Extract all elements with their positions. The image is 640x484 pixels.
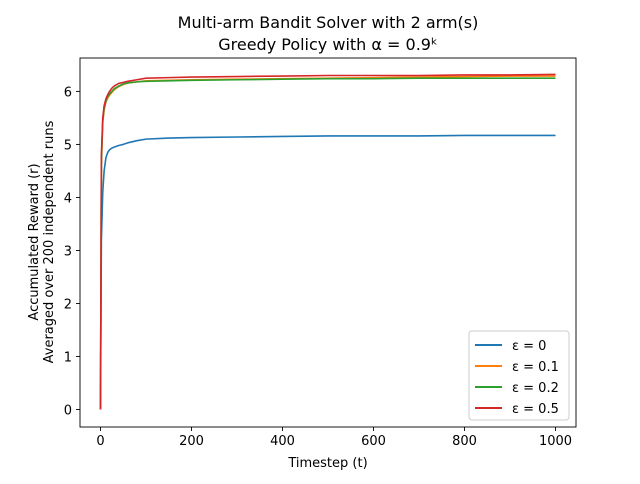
x-axis-label: Timestep (t) bbox=[287, 456, 367, 471]
x-tick-label-5: 1000 bbox=[539, 434, 572, 449]
x-tick-label-2: 400 bbox=[270, 434, 295, 449]
plot-area: 0 200 400 600 800 1000 0 1 2 3 4 5 6 bbox=[64, 57, 577, 449]
chart-title: Multi-arm Bandit Solver with 2 arm(s) bbox=[178, 13, 479, 32]
y-tick-label-3: 3 bbox=[64, 244, 72, 259]
y-tick-label-1: 1 bbox=[64, 350, 72, 365]
y-axis-label: Accumulated Reward (r) bbox=[27, 163, 42, 320]
plot-frame bbox=[79, 57, 577, 428]
legend-box bbox=[468, 330, 570, 421]
legend-label-2: ε = 0.2 bbox=[512, 381, 559, 396]
series-line-3 bbox=[99, 73, 556, 410]
y-tick-label-2: 2 bbox=[64, 297, 72, 312]
y-tick-label-4: 4 bbox=[64, 191, 72, 206]
legend: ε = 0 ε = 0.1 ε = 0.2 ε = 0.5 bbox=[468, 330, 570, 421]
y-tick-label-5: 5 bbox=[64, 138, 72, 153]
x-tick-label-0: 0 bbox=[96, 434, 104, 449]
x-tick-label-1: 200 bbox=[179, 434, 204, 449]
series-line-0 bbox=[99, 134, 556, 410]
legend-label-3: ε = 0.5 bbox=[512, 402, 559, 417]
y-tick-label-0: 0 bbox=[64, 404, 72, 419]
legend-label-1: ε = 0.1 bbox=[512, 360, 559, 375]
x-tick-label-4: 800 bbox=[452, 434, 477, 449]
legend-label-0: ε = 0 bbox=[512, 339, 546, 354]
y-tick-label-6: 6 bbox=[64, 85, 72, 100]
y-axis-label-secondary: Averaged over 200 independent runs bbox=[42, 120, 57, 363]
x-tick-label-3: 600 bbox=[361, 434, 386, 449]
chart-subtitle: Greedy Policy with α = 0.9ᵏ bbox=[218, 35, 438, 54]
